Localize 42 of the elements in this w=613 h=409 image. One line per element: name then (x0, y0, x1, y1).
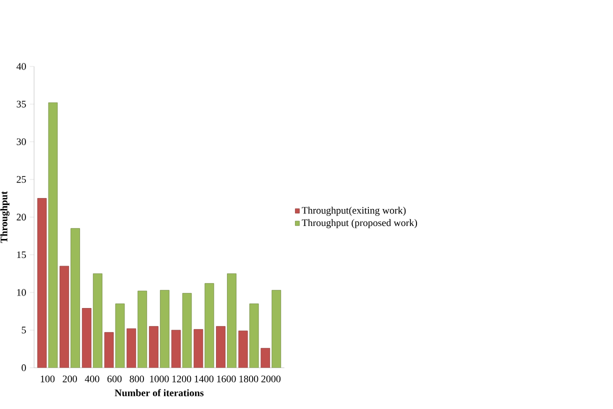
x-tick-label: 400 (84, 376, 100, 382)
bar (182, 293, 192, 368)
bar (194, 329, 204, 368)
x-axis-title: Number of iterations (114, 389, 204, 396)
x-tick-label: 1000 (150, 376, 169, 382)
bar (149, 326, 158, 368)
bar (48, 102, 58, 368)
x-tick-label: 1200 (172, 376, 192, 382)
y-tick-label: 5 (22, 326, 26, 334)
bar (115, 304, 125, 368)
bar (272, 290, 282, 368)
y-axis-title: Throughput (0, 191, 10, 243)
bar (227, 273, 236, 368)
x-tick-label: 100 (40, 376, 55, 382)
y-tick-label: 10 (17, 289, 26, 296)
y-tick-label: 25 (16, 176, 26, 183)
x-tick-label: 800 (130, 376, 144, 382)
bar (204, 283, 214, 368)
legend-label: Throughput(exiting work) (302, 206, 406, 216)
x-tick-label: 1600 (217, 376, 236, 382)
bar (238, 330, 248, 368)
bar (126, 328, 136, 368)
x-tick-label: 200 (62, 376, 77, 382)
bar (138, 290, 148, 368)
x-tick-label: 1800 (239, 376, 258, 382)
y-tick-label: 40 (16, 63, 26, 70)
x-tick-label: 1400 (194, 376, 214, 382)
y-tick-label: 35 (16, 100, 26, 108)
bar (216, 326, 226, 368)
x-tick-label: 2000 (261, 376, 281, 382)
x-tick-label: 600 (107, 376, 122, 382)
bar (70, 228, 80, 368)
bar (249, 304, 259, 368)
y-tick-label: 0 (22, 364, 26, 372)
bar (82, 308, 92, 368)
y-tick-label: 20 (16, 214, 26, 221)
bar (160, 290, 170, 368)
y-tick-label: 30 (16, 138, 26, 146)
legend-label: Throughput (proposed work) (302, 219, 418, 228)
bar (60, 266, 70, 368)
bar (92, 273, 102, 368)
y-tick-label: 15 (17, 251, 26, 258)
